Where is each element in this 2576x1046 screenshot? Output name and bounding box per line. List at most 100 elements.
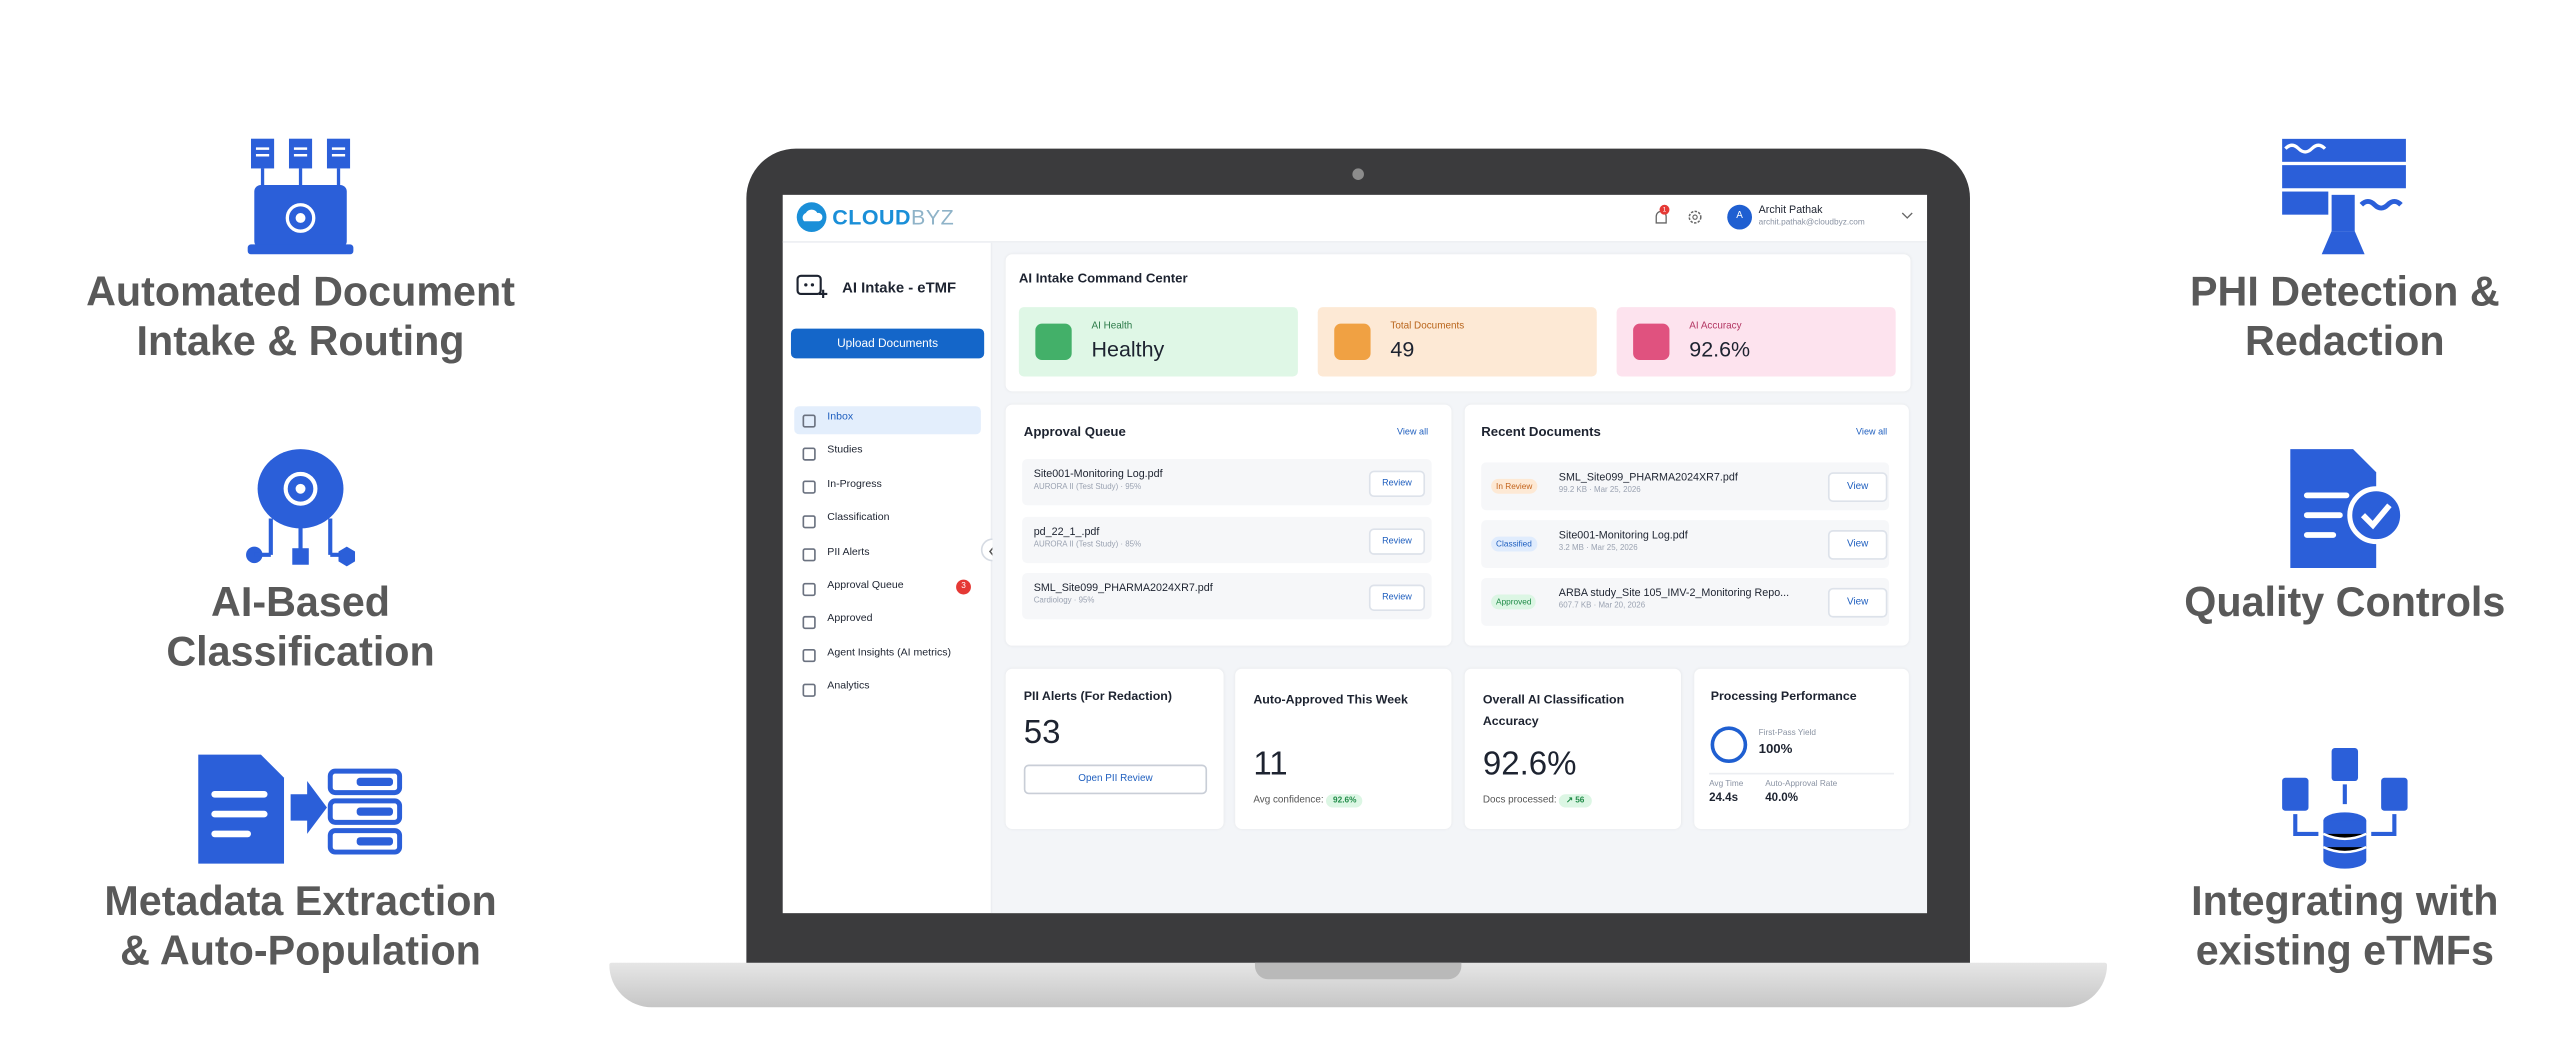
feature-line: & Auto-Population [120,927,481,974]
recent-name: SML_Site099_PHARMA2024XR7.pdf [1558,472,1738,484]
avatar[interactable]: A [1727,204,1753,230]
nav-item[interactable]: In-Progress [827,478,882,491]
nav-item[interactable]: Approved [827,613,873,625]
logo: CLOUDBYZ [832,205,954,230]
integration-icon [2282,748,2408,869]
accuracy-title: Overall AI Classification Accuracy [1482,691,1625,729]
approval-view-all[interactable]: View all [1396,427,1429,438]
auto-approval-value: 40.0% [1765,792,1799,805]
laptop-notch [1254,962,1462,980]
status-badge: In Review [1491,478,1538,494]
nav-active-bg [794,406,981,435]
metadata-icon [198,754,403,864]
phi-icon [2282,138,2406,255]
review-button[interactable]: Review [1368,584,1426,611]
feature-title: Metadata Extraction & Auto-Population [36,878,564,975]
nav-item[interactable]: Studies [827,444,863,457]
auto-approved-title: Auto-Approved This Week [1253,691,1408,707]
recent-name: ARBA study_Site 105_IMV-2_Monitoring Rep… [1558,587,1790,600]
logo-primary: CLOUD [832,204,912,230]
nav-item[interactable]: Classification [827,512,890,524]
kpi-value: Healthy [1091,336,1165,362]
yield-ring [1710,726,1748,764]
feature-line: Automated Document [86,269,515,316]
approval-title: Approval Queue [1023,424,1126,440]
chevron[interactable] [1901,211,1914,221]
nav-item[interactable]: Approval Queue [827,579,904,592]
auto-approval-label: Auto-Approval Rate [1765,779,1838,790]
feature-title: Integrating with existing eTMFs [2081,878,2576,975]
first-pass-label: First-Pass Yield [1758,728,1816,739]
sidebar-title-icon [796,274,828,299]
upload-button[interactable]: Upload Documents [790,328,985,359]
nav-icon [802,548,816,562]
auto-approved-value: 11 [1253,746,1288,783]
approval-row [1022,459,1432,506]
feature-line: Quality Controls [2184,579,2506,626]
nav-icon [802,683,816,697]
accuracy-value: 92.6% [1482,746,1577,783]
approval-row [1022,572,1432,620]
nav-item[interactable]: Analytics [827,680,870,693]
nav-icon [802,615,816,629]
command-center-title: AI Intake Command Center [1018,270,1188,286]
review-button[interactable]: Review [1368,470,1426,498]
review-button[interactable]: Review [1368,527,1426,555]
recent-name: Site001-Monitoring Log.pdf [1558,530,1688,542]
feature-title: Automated Document Intake & Routing [36,269,564,366]
nav-item[interactable]: PII Alerts [827,545,870,558]
accuracy-note-wrap: Docs processed: ↗ 56 [1482,794,1592,808]
auto-approved-pill: 92.6% [1326,794,1364,808]
nav-item[interactable]: Agent Insights (AI metrics) [827,646,952,659]
accuracy-pill: ↗ 56 [1559,794,1592,808]
performance-title: Processing Performance [1710,688,1857,704]
kpi-icon [1035,323,1072,360]
recent-meta: 99.2 KB · Mar 25, 2026 [1558,487,1641,496]
nav-icon [802,413,816,427]
nav-item[interactable]: Inbox [827,411,854,423]
app-screen: CLOUDBYZ 1 A Archit Pathak archit.pathak… [782,194,1928,914]
kpi-value: 49 [1390,336,1415,362]
camera [1352,168,1364,180]
feature-title: AI-Based Classification [36,580,564,677]
recent-title: Recent Documents [1481,424,1601,440]
auto-approved-note: Avg confidence: [1253,795,1324,806]
kpi-label: AI Accuracy [1689,321,1742,332]
pii-title: PII Alerts (For Redaction) [1023,688,1172,704]
first-pass-value: 100% [1758,741,1793,757]
settings-icon[interactable] [1686,208,1704,226]
intake-icon [247,138,354,255]
kpi-icon [1633,323,1670,360]
accuracy-note: Docs processed: [1482,795,1557,806]
nav-icon [802,447,816,461]
feature-line: Metadata Extraction [104,878,497,925]
approval-name: Site001-Monitoring Log.pdf [1033,468,1163,481]
kpi-label: Total Documents [1390,321,1465,332]
logo-secondary: BYZ [911,204,955,230]
nav-badge: 3 [956,579,971,595]
view-button[interactable]: View [1827,472,1888,502]
pii-value: 53 [1023,715,1061,752]
avg-time-label: Avg Time [1709,779,1744,790]
kpi-icon [1334,323,1371,360]
recent-row [1481,520,1890,569]
feature-line: Integrating with [2191,878,2499,925]
notification-badge: 1 [1659,204,1670,215]
quality-icon [2290,449,2406,569]
user-email: archit.pathak@cloudbyz.com [1758,217,1865,228]
user-name: Archit Pathak [1758,204,1823,217]
feature-line: PHI Detection & [2189,269,2500,316]
recent-meta: 607.7 KB · Mar 20, 2026 [1558,602,1646,611]
pii-card [1005,668,1224,829]
recent-view-all[interactable]: View all [1856,427,1888,438]
feature-title: Quality Controls [2081,580,2576,629]
classification-icon [246,449,356,567]
view-button[interactable]: View [1827,530,1888,560]
approval-name: SML_Site099_PHARMA2024XR7.pdf [1033,582,1213,595]
logo-icon [796,202,827,233]
view-button[interactable]: View [1827,587,1888,618]
feature-line: existing eTMFs [2195,927,2494,974]
avg-time-value: 24.4s [1709,792,1739,805]
pii-button[interactable]: Open PII Review [1023,764,1208,795]
